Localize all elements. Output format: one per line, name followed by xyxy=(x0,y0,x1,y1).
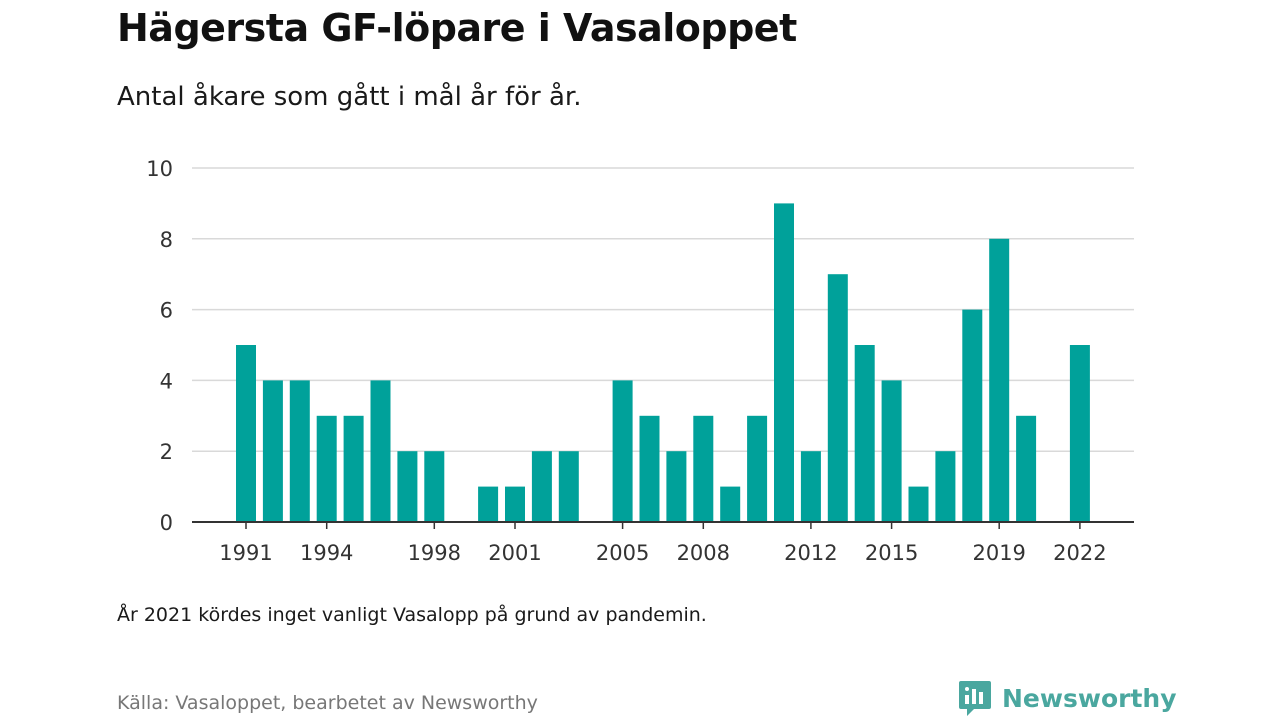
newsworthy-logo-icon xyxy=(959,681,991,716)
bar-2015 xyxy=(881,380,902,522)
bar-1992 xyxy=(262,380,283,522)
bar-2022 xyxy=(1069,345,1090,522)
x-tick-label: 1991 xyxy=(219,541,272,565)
axes: 0 2 4 6 8 10 1991 1994 1998 2001 2005 2008 2012 2015 2… xyxy=(146,157,1134,565)
x-tick-label: 1998 xyxy=(408,541,461,565)
bar-2016 xyxy=(908,486,929,522)
y-tick-label: 10 xyxy=(146,157,173,181)
bar-2018 xyxy=(962,309,983,522)
y-tick-label: 6 xyxy=(160,299,173,323)
brand-name: Newsworthy xyxy=(1002,683,1177,713)
bar-2010 xyxy=(747,415,768,522)
bar-2000 xyxy=(478,486,499,522)
y-tick-label: 8 xyxy=(160,228,173,252)
bar-2009 xyxy=(720,486,741,522)
bar-1995 xyxy=(343,415,364,522)
bar-2002 xyxy=(531,451,552,522)
chart-subtitle: Antal åkare som gått i mål år för år. xyxy=(117,82,582,112)
bar-2017 xyxy=(935,451,956,522)
bar-2020 xyxy=(1016,415,1037,522)
bar-chart: 0 2 4 6 8 10 1991 1994 1998 2001 2005 2008 2012 2015 2… xyxy=(146,157,1134,565)
bar-1993 xyxy=(289,380,310,522)
y-tick-label: 2 xyxy=(160,440,173,464)
footnote: År 2021 kördes inget vanligt Vasalopp på… xyxy=(117,604,707,626)
bar-2012 xyxy=(800,451,821,522)
x-tick-label: 2012 xyxy=(784,541,837,565)
x-tick-label: 1994 xyxy=(300,541,353,565)
bar-2001 xyxy=(505,486,525,522)
x-tick-label: 2015 xyxy=(865,541,918,565)
bar-1998 xyxy=(424,451,445,522)
bar-1997 xyxy=(397,451,418,522)
y-tick-label: 0 xyxy=(160,511,173,535)
source-text: Källa: Vasaloppet, bearbetet av Newswort… xyxy=(117,692,538,714)
bar-2019 xyxy=(989,238,1010,523)
x-tick-label: 2001 xyxy=(488,541,541,565)
x-tick-label: 2005 xyxy=(596,541,649,565)
bar-2006 xyxy=(639,415,660,522)
bar-2003 xyxy=(558,451,579,522)
bar-2011 xyxy=(774,203,794,522)
bar-2014 xyxy=(854,345,875,522)
bar-1994 xyxy=(316,415,337,522)
bar-2008 xyxy=(693,415,714,522)
bar-2013 xyxy=(827,274,848,522)
bars xyxy=(236,203,1090,523)
bar-2005 xyxy=(612,380,633,522)
chart-title: Hägersta GF-löpare i Vasaloppet xyxy=(117,6,797,50)
y-tick-label: 4 xyxy=(160,369,173,393)
bar-2007 xyxy=(666,451,687,522)
bar-1991 xyxy=(236,345,256,522)
newsworthy-brand[interactable]: Newsworthy xyxy=(958,680,1177,716)
x-tick-label: 2019 xyxy=(972,541,1025,565)
x-tick-label: 2022 xyxy=(1053,541,1106,565)
bar-1996 xyxy=(370,380,391,522)
x-tick-label: 2008 xyxy=(677,541,730,565)
